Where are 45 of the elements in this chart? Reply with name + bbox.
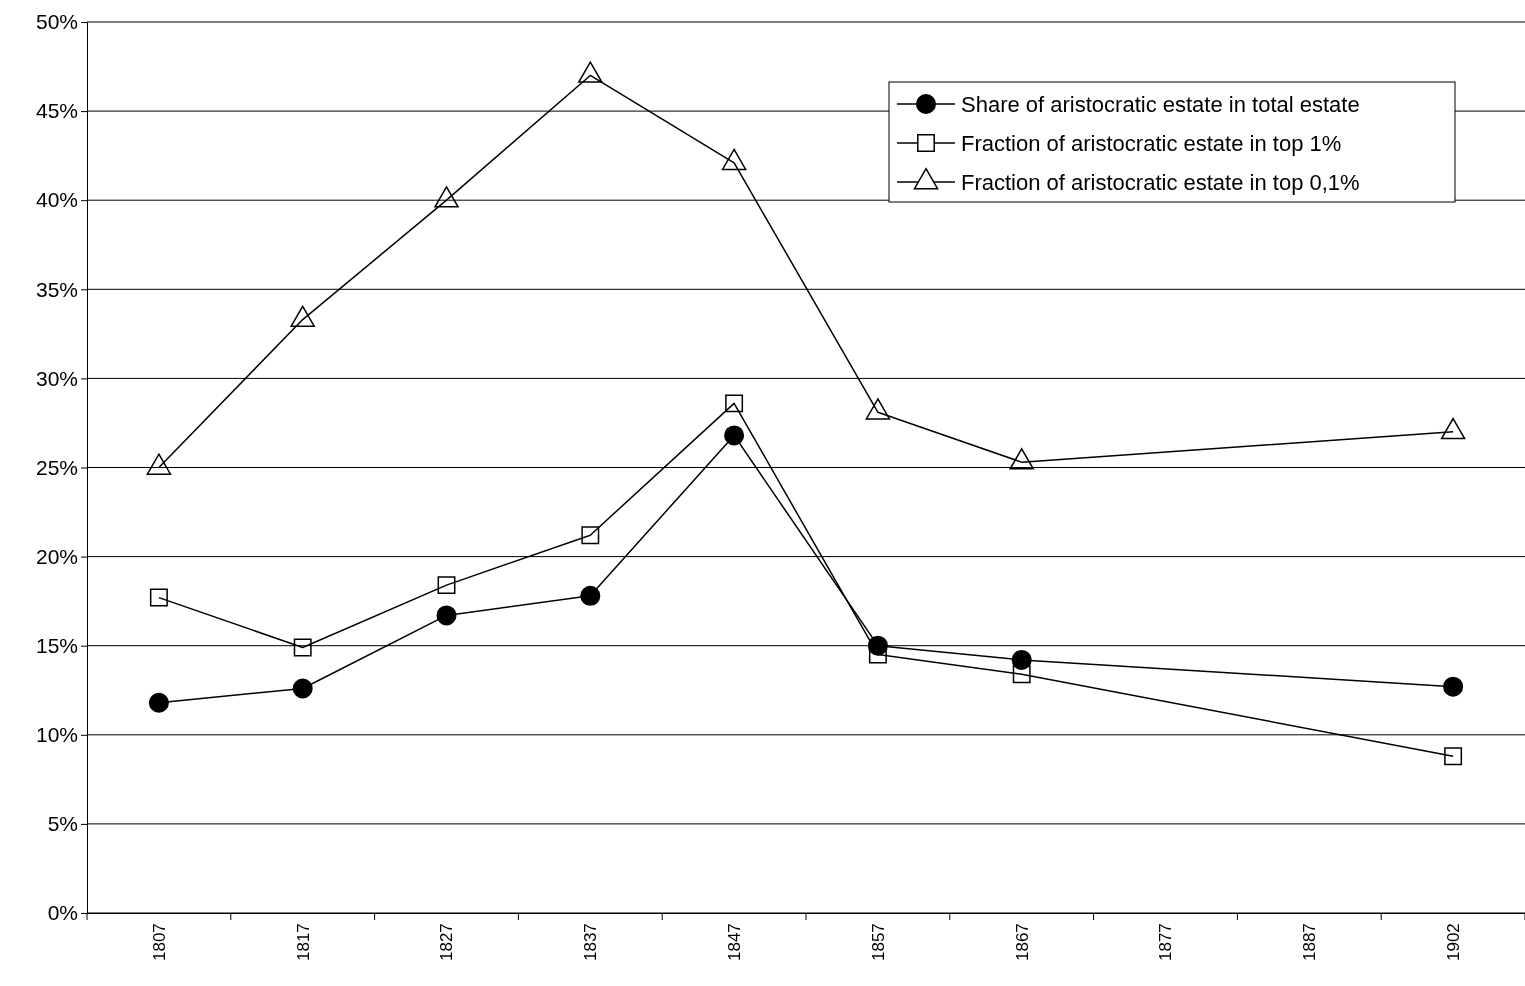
point: [290, 305, 315, 327]
x-tick-label: 1867: [1012, 923, 1032, 962]
y-tick-label: 25%: [35, 455, 78, 479]
x-tick-label: 1807: [149, 923, 169, 962]
point: [724, 425, 745, 446]
point: [578, 61, 603, 83]
point: [437, 576, 456, 595]
y-tick-label: 40%: [35, 188, 78, 212]
x-tick-label: 1817: [293, 923, 313, 962]
point: [1444, 747, 1463, 766]
point: [1012, 665, 1031, 684]
y-tick-label: 45%: [35, 99, 78, 123]
point: [292, 678, 313, 699]
y-tick-label: 15%: [35, 633, 78, 657]
y-tick-label: 30%: [35, 366, 78, 390]
legend-label: Fraction of aristocratic estate in top 0,1%: [961, 169, 1360, 195]
point: [1440, 417, 1466, 440]
point: [1009, 448, 1034, 470]
x-tick-label: 1837: [581, 923, 601, 962]
x-tick-label: 1887: [1300, 923, 1320, 962]
point: [725, 394, 744, 413]
point: [1443, 676, 1464, 697]
point: [581, 526, 600, 545]
point: [721, 148, 747, 171]
x-tick-label: 1827: [437, 923, 457, 962]
y-tick-label: 35%: [35, 277, 78, 301]
y-tick-label: 5%: [47, 812, 78, 836]
x-tick-label: 1857: [868, 923, 888, 962]
legend-label: Share of aristocratic estate in total estate: [961, 91, 1360, 117]
point: [148, 692, 169, 713]
x-tick-label: 1902: [1444, 923, 1464, 962]
y-tick-label: 10%: [35, 723, 78, 747]
point: [149, 588, 168, 607]
point: [436, 605, 457, 626]
y-tick-label: 20%: [35, 544, 78, 568]
point: [434, 186, 459, 208]
point: [865, 398, 891, 420]
point: [293, 638, 312, 657]
y-tick-label: 50%: [35, 10, 78, 34]
point: [580, 585, 601, 606]
x-tick-label: 1877: [1156, 923, 1176, 962]
point: [1011, 649, 1032, 670]
legend-label: Fraction of aristocratic estate in top 1%: [961, 130, 1342, 156]
x-tick-label: 1847: [725, 923, 745, 962]
y-tick-label: 0%: [47, 901, 78, 925]
